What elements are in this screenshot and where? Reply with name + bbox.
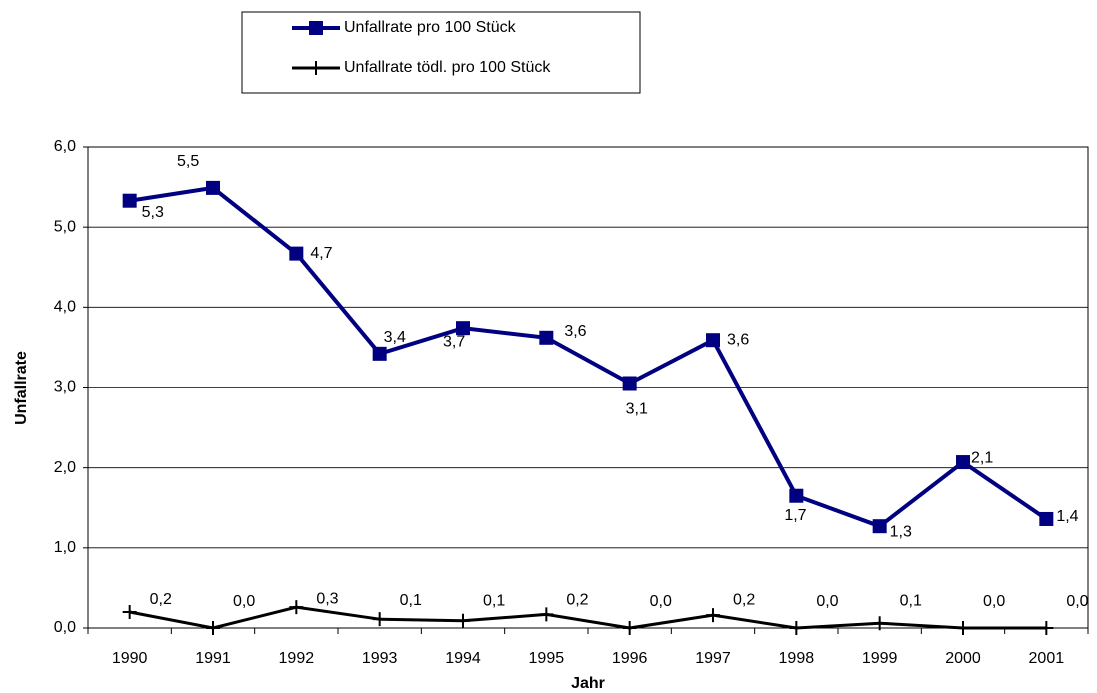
x-tick-label: 2000 <box>945 650 981 667</box>
data-label: 1,3 <box>890 523 912 540</box>
data-label: 0,3 <box>316 591 338 608</box>
x-tick-label: 1998 <box>779 650 815 667</box>
x-tick-label: 1992 <box>279 650 315 667</box>
marker <box>706 608 720 623</box>
data-label: 3,1 <box>626 401 648 418</box>
x-tick-label: 1995 <box>529 650 565 667</box>
data-label: 0,1 <box>483 592 505 609</box>
data-label: 1,4 <box>1056 508 1078 525</box>
y-tick-label: 2,0 <box>54 459 76 476</box>
x-tick-label: 1996 <box>612 650 648 667</box>
marker <box>539 330 554 345</box>
marker <box>122 193 137 208</box>
data-label: 5,5 <box>177 153 199 170</box>
legend-label: Unfallrate pro 100 Stück <box>344 19 517 36</box>
marker <box>789 488 804 503</box>
x-tick-label: 1993 <box>362 650 398 667</box>
data-label: 0,0 <box>1066 593 1088 610</box>
data-label: 0,0 <box>816 593 838 610</box>
data-label: 0,0 <box>233 593 255 610</box>
y-tick-label: 6,0 <box>54 138 76 155</box>
marker <box>789 621 804 635</box>
y-tick-label: 0,0 <box>54 619 76 636</box>
data-label: 2,1 <box>971 449 993 466</box>
marker <box>622 621 637 635</box>
data-label: 4,7 <box>310 245 332 262</box>
data-label: 0,1 <box>900 593 922 610</box>
marker <box>1039 621 1054 635</box>
marker <box>372 346 387 361</box>
legend-label: Unfallrate tödl. pro 100 Stück <box>344 59 551 76</box>
marker <box>539 607 554 622</box>
data-label: 1,7 <box>784 507 806 524</box>
y-tick-label: 1,0 <box>54 539 76 556</box>
marker <box>872 519 887 534</box>
data-label: 0,2 <box>566 592 588 609</box>
x-axis-label: Jahr <box>571 675 605 692</box>
x-tick-label: 1997 <box>695 650 731 667</box>
x-tick-label: 1994 <box>445 650 481 667</box>
data-label: 3,6 <box>564 323 586 340</box>
y-tick-label: 5,0 <box>54 218 76 235</box>
marker <box>1039 511 1054 526</box>
x-tick-label: 2001 <box>1029 650 1065 667</box>
marker <box>206 621 220 635</box>
line <box>129 185 1048 529</box>
data-label: 0,2 <box>150 591 172 608</box>
line <box>129 605 1047 630</box>
marker <box>456 613 470 628</box>
data-label: 0,2 <box>733 592 755 609</box>
legend-box <box>241 11 641 94</box>
marker <box>622 376 637 391</box>
marker <box>872 616 887 631</box>
y-axis-label: Unfallrate <box>13 351 30 425</box>
marker <box>309 61 323 75</box>
marker <box>289 600 304 615</box>
marker <box>372 612 387 627</box>
y-tick-label: 3,0 <box>54 379 76 396</box>
data-label: 0,0 <box>650 593 672 610</box>
data-label: 3,4 <box>384 329 406 346</box>
data-label: 0,0 <box>983 593 1005 610</box>
marker <box>956 621 970 635</box>
marker <box>122 604 137 619</box>
marker <box>309 21 323 35</box>
marker <box>289 246 304 261</box>
y-tick-label: 4,0 <box>54 299 76 316</box>
marker <box>456 321 470 336</box>
marker <box>706 333 720 348</box>
x-tick-label: 1999 <box>862 650 898 667</box>
marker <box>206 180 220 195</box>
data-label: 3,7 <box>443 333 465 350</box>
marker <box>956 455 970 470</box>
data-label: 5,3 <box>142 204 164 221</box>
x-tick-label: 1990 <box>112 650 148 667</box>
x-tick-label: 1991 <box>195 650 231 667</box>
data-label: 0,1 <box>400 592 422 609</box>
data-label: 3,6 <box>727 331 749 348</box>
